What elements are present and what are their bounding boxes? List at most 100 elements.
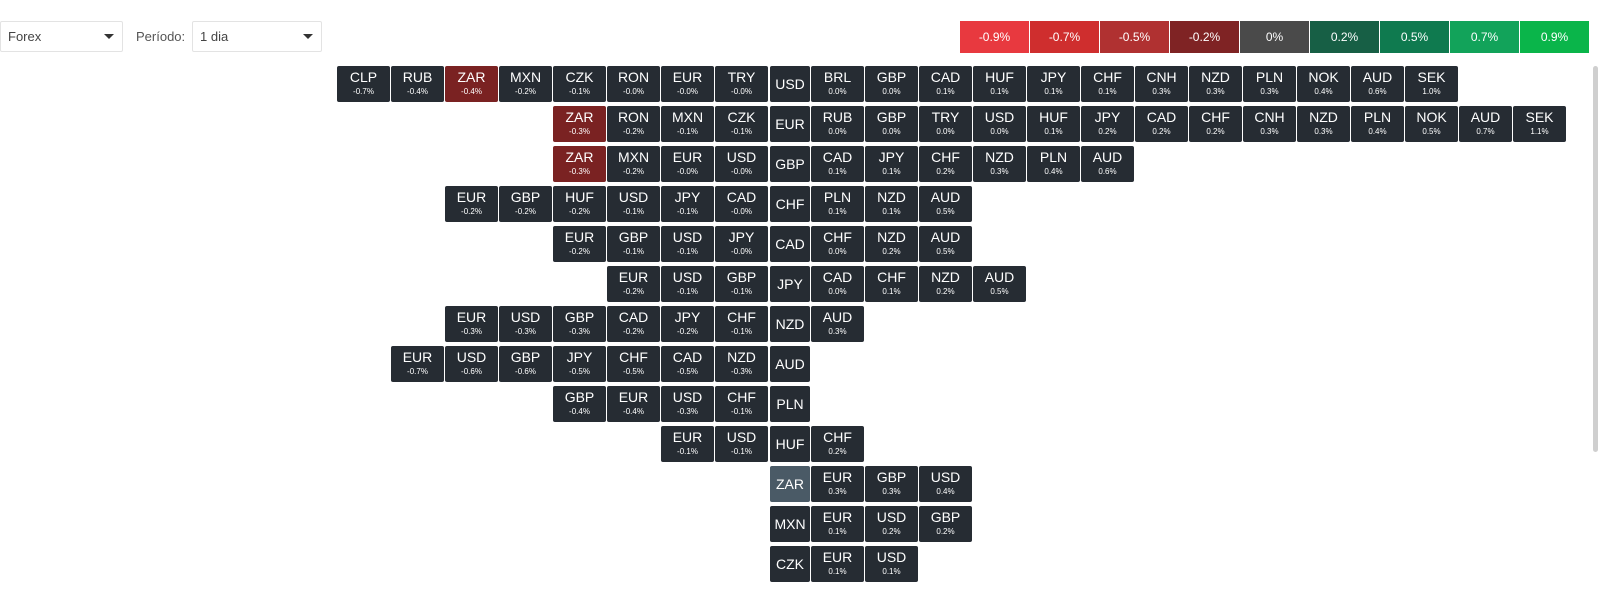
pair-cell-chf-cad[interactable]: CAD -0.0% [715,186,768,222]
pair-cell-pln-chf[interactable]: CHF -0.1% [715,386,768,422]
pair-cell-cad-gbp[interactable]: GBP -0.1% [607,226,660,262]
base-currency-cad[interactable]: CAD [770,226,810,262]
pair-cell-eur-zar[interactable]: ZAR -0.3% [553,106,606,142]
pair-cell-usd-mxn[interactable]: MXN -0.2% [499,66,552,102]
pair-cell-gbp-usd[interactable]: USD -0.0% [715,146,768,182]
base-currency-aud[interactable]: AUD [770,346,810,382]
pair-cell-chf-nzd[interactable]: NZD 0.1% [865,186,918,222]
base-currency-jpy[interactable]: JPY [770,266,810,302]
pair-cell-usd-huf[interactable]: HUF 0.1% [973,66,1026,102]
pair-cell-chf-jpy[interactable]: JPY -0.1% [661,186,714,222]
pair-cell-nzd-usd[interactable]: USD -0.3% [499,306,552,342]
pair-cell-mxn-gbp[interactable]: GBP 0.2% [919,506,972,542]
base-currency-nzd[interactable]: NZD [770,306,810,342]
pair-cell-chf-eur[interactable]: EUR -0.2% [445,186,498,222]
pair-cell-gbp-aud[interactable]: AUD 0.6% [1081,146,1134,182]
pair-cell-chf-aud[interactable]: AUD 0.5% [919,186,972,222]
base-currency-mxn[interactable]: MXN [770,506,810,542]
pair-cell-jpy-nzd[interactable]: NZD 0.2% [919,266,972,302]
pair-cell-cad-aud[interactable]: AUD 0.5% [919,226,972,262]
pair-cell-eur-cnh[interactable]: CNH 0.3% [1243,106,1296,142]
pair-cell-nzd-cad[interactable]: CAD -0.2% [607,306,660,342]
pair-cell-gbp-chf[interactable]: CHF 0.2% [919,146,972,182]
pair-cell-gbp-mxn[interactable]: MXN -0.2% [607,146,660,182]
pair-cell-aud-cad[interactable]: CAD -0.5% [661,346,714,382]
pair-cell-eur-try[interactable]: TRY 0.0% [919,106,972,142]
pair-cell-gbp-nzd[interactable]: NZD 0.3% [973,146,1026,182]
pair-cell-usd-eur[interactable]: EUR -0.0% [661,66,714,102]
pair-cell-gbp-jpy[interactable]: JPY 0.1% [865,146,918,182]
pair-cell-eur-nok[interactable]: NOK 0.5% [1405,106,1458,142]
pair-cell-gbp-pln[interactable]: PLN 0.4% [1027,146,1080,182]
pair-cell-eur-huf[interactable]: HUF 0.1% [1027,106,1080,142]
pair-cell-usd-clp[interactable]: CLP -0.7% [337,66,390,102]
pair-cell-chf-pln[interactable]: PLN 0.1% [811,186,864,222]
pair-cell-usd-jpy[interactable]: JPY 0.1% [1027,66,1080,102]
pair-cell-eur-cad[interactable]: CAD 0.2% [1135,106,1188,142]
base-currency-huf[interactable]: HUF [770,426,810,462]
pair-cell-cad-usd[interactable]: USD -0.1% [661,226,714,262]
pair-cell-eur-chf[interactable]: CHF 0.2% [1189,106,1242,142]
pair-cell-usd-nok[interactable]: NOK 0.4% [1297,66,1350,102]
market-select[interactable]: Forex [0,21,123,52]
pair-cell-jpy-eur[interactable]: EUR -0.2% [607,266,660,302]
pair-cell-eur-czk[interactable]: CZK -0.1% [715,106,768,142]
pair-cell-usd-nzd[interactable]: NZD 0.3% [1189,66,1242,102]
pair-cell-jpy-cad[interactable]: CAD 0.0% [811,266,864,302]
base-currency-chf[interactable]: CHF [770,186,810,222]
pair-cell-usd-try[interactable]: TRY -0.0% [715,66,768,102]
pair-cell-huf-eur[interactable]: EUR -0.1% [661,426,714,462]
pair-cell-pln-gbp[interactable]: GBP -0.4% [553,386,606,422]
pair-cell-huf-usd[interactable]: USD -0.1% [715,426,768,462]
pair-cell-gbp-cad[interactable]: CAD 0.1% [811,146,864,182]
base-currency-czk[interactable]: CZK [770,546,810,582]
pair-cell-eur-pln[interactable]: PLN 0.4% [1351,106,1404,142]
base-currency-gbp[interactable]: GBP [770,146,810,182]
pair-cell-czk-eur[interactable]: EUR 0.1% [811,546,864,582]
pair-cell-eur-mxn[interactable]: MXN -0.1% [661,106,714,142]
pair-cell-usd-czk[interactable]: CZK -0.1% [553,66,606,102]
pair-cell-mxn-eur[interactable]: EUR 0.1% [811,506,864,542]
pair-cell-aud-nzd[interactable]: NZD -0.3% [715,346,768,382]
pair-cell-eur-aud[interactable]: AUD 0.7% [1459,106,1512,142]
base-currency-eur[interactable]: EUR [770,106,810,142]
pair-cell-chf-gbp[interactable]: GBP -0.2% [499,186,552,222]
pair-cell-eur-jpy[interactable]: JPY 0.2% [1081,106,1134,142]
pair-cell-usd-sek[interactable]: SEK 1.0% [1405,66,1458,102]
pair-cell-eur-rub[interactable]: RUB 0.0% [811,106,864,142]
pair-cell-aud-chf[interactable]: CHF -0.5% [607,346,660,382]
pair-cell-usd-zar[interactable]: ZAR -0.4% [445,66,498,102]
pair-cell-aud-gbp[interactable]: GBP -0.6% [499,346,552,382]
pair-cell-cad-chf[interactable]: CHF 0.0% [811,226,864,262]
pair-cell-usd-cnh[interactable]: CNH 0.3% [1135,66,1188,102]
pair-cell-chf-huf[interactable]: HUF -0.2% [553,186,606,222]
pair-cell-usd-ron[interactable]: RON -0.0% [607,66,660,102]
pair-cell-cad-eur[interactable]: EUR -0.2% [553,226,606,262]
pair-cell-eur-ron[interactable]: RON -0.2% [607,106,660,142]
pair-cell-zar-gbp[interactable]: GBP 0.3% [865,466,918,502]
pair-cell-cad-nzd[interactable]: NZD 0.2% [865,226,918,262]
pair-cell-gbp-zar[interactable]: ZAR -0.3% [553,146,606,182]
pair-cell-usd-pln[interactable]: PLN 0.3% [1243,66,1296,102]
pair-cell-chf-usd[interactable]: USD -0.1% [607,186,660,222]
base-currency-pln[interactable]: PLN [770,386,810,422]
base-currency-usd[interactable]: USD [770,66,810,102]
pair-cell-aud-usd[interactable]: USD -0.6% [445,346,498,382]
pair-cell-zar-usd[interactable]: USD 0.4% [919,466,972,502]
pair-cell-nzd-aud[interactable]: AUD 0.3% [811,306,864,342]
pair-cell-nzd-chf[interactable]: CHF -0.1% [715,306,768,342]
pair-cell-jpy-gbp[interactable]: GBP -0.1% [715,266,768,302]
pair-cell-eur-sek[interactable]: SEK 1.1% [1513,106,1566,142]
pair-cell-pln-usd[interactable]: USD -0.3% [661,386,714,422]
pair-cell-usd-brl[interactable]: BRL 0.0% [811,66,864,102]
pair-cell-usd-gbp[interactable]: GBP 0.0% [865,66,918,102]
base-currency-zar[interactable]: ZAR [770,466,810,502]
pair-cell-nzd-eur[interactable]: EUR -0.3% [445,306,498,342]
pair-cell-pln-eur[interactable]: EUR -0.4% [607,386,660,422]
pair-cell-aud-eur[interactable]: EUR -0.7% [391,346,444,382]
pair-cell-nzd-jpy[interactable]: JPY -0.2% [661,306,714,342]
pair-cell-czk-usd[interactable]: USD 0.1% [865,546,918,582]
pair-cell-usd-rub[interactable]: RUB -0.4% [391,66,444,102]
pair-cell-jpy-usd[interactable]: USD -0.1% [661,266,714,302]
pair-cell-usd-cad[interactable]: CAD 0.1% [919,66,972,102]
